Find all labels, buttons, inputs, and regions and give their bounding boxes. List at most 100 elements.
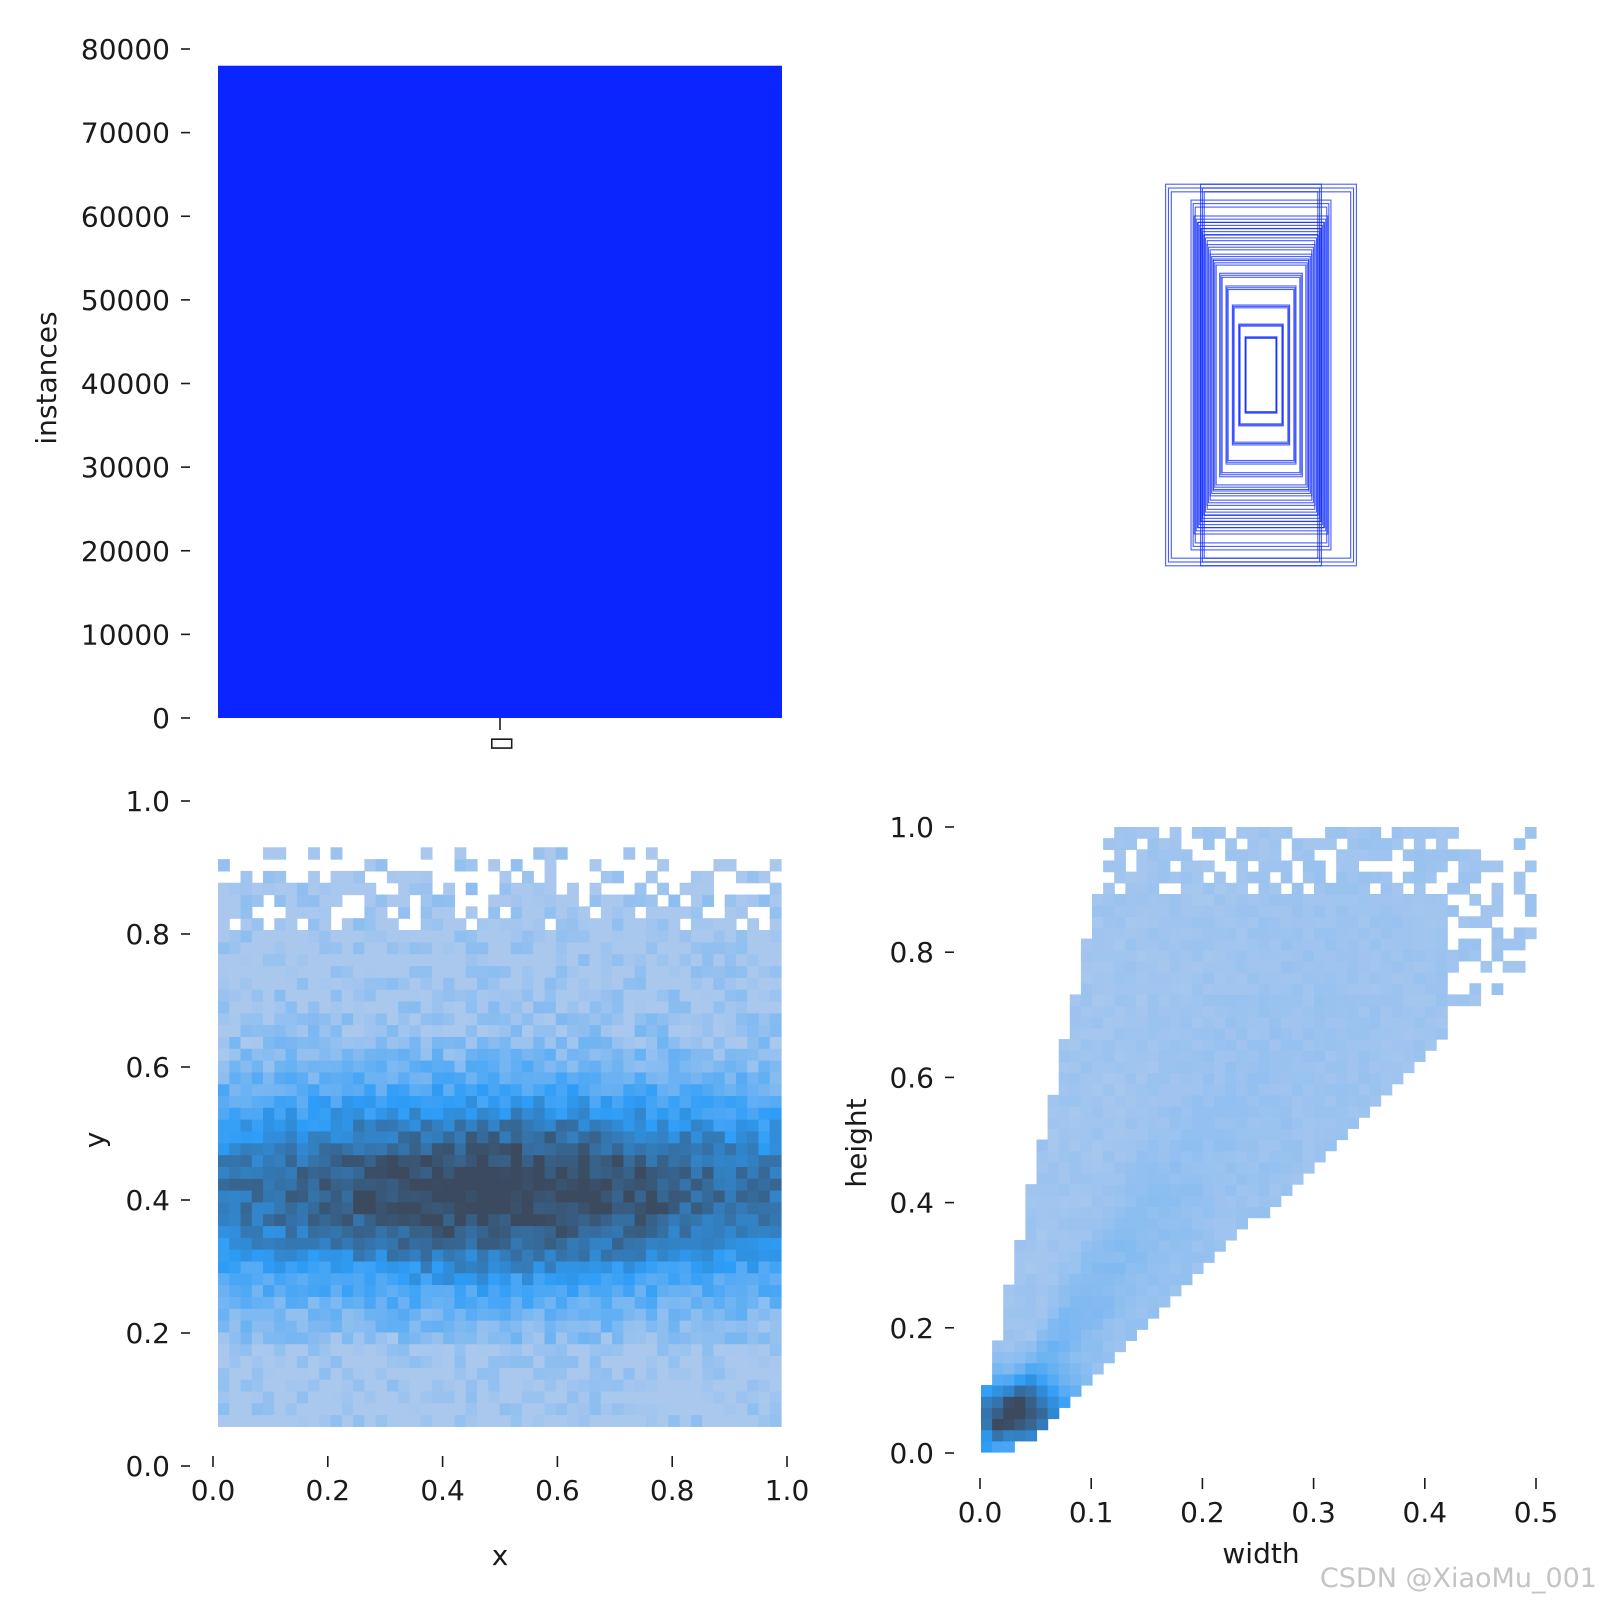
xy-heat-cell bbox=[398, 953, 411, 967]
xy-heat-cell bbox=[522, 1048, 534, 1061]
xy-heat-cell bbox=[375, 1367, 388, 1380]
xy-heat-cell bbox=[454, 989, 467, 1002]
wh-heat-cell bbox=[1103, 1251, 1115, 1263]
wh-heat-cell bbox=[1191, 983, 1204, 996]
wh-heat-cell bbox=[1014, 1284, 1026, 1297]
xy-heat-cell bbox=[510, 1024, 523, 1037]
wh-heat-cell bbox=[1103, 1083, 1115, 1096]
xy-heat-cell bbox=[645, 1308, 658, 1321]
xy-heat-cell bbox=[341, 977, 354, 990]
xy-heat-cell bbox=[330, 870, 343, 884]
wh-heat-cell bbox=[1103, 1139, 1115, 1152]
xy-heat-cell bbox=[657, 1390, 669, 1404]
xy-heat-cell bbox=[285, 1083, 298, 1097]
xy-heat-cell bbox=[263, 1119, 275, 1132]
xy-heat-cell bbox=[364, 1355, 377, 1368]
xy-heat-cell bbox=[533, 930, 546, 943]
xy-heat-cell bbox=[398, 1260, 411, 1274]
xy-heat-cell bbox=[229, 1154, 242, 1167]
wh-heat-cell bbox=[1080, 949, 1093, 962]
xy-heat-cell bbox=[724, 1107, 737, 1120]
xy-heat-cell bbox=[296, 882, 309, 896]
wh-heat-cell bbox=[1436, 1005, 1448, 1018]
xy-heat-cell bbox=[544, 1213, 557, 1227]
xy-heat-cell bbox=[296, 1178, 309, 1191]
xy-heat-cell bbox=[578, 1260, 591, 1274]
xy-heat-cell bbox=[285, 1201, 298, 1215]
xy-heat-cell bbox=[398, 1190, 411, 1203]
wh-heat-cell bbox=[1169, 1262, 1182, 1275]
xy-heat-cell bbox=[499, 1107, 512, 1120]
xy-heat-cell bbox=[465, 1071, 478, 1085]
xy-heat-cell bbox=[499, 1343, 512, 1357]
wh-heat-cell bbox=[1047, 1228, 1060, 1241]
xy-heat-cell bbox=[251, 1379, 264, 1392]
wh-heat-cell bbox=[1325, 972, 1337, 984]
wh-heat-cell bbox=[1169, 893, 1182, 906]
xy-heat-cell bbox=[702, 1154, 715, 1167]
xy-heat-cell bbox=[589, 989, 602, 1002]
xy-heat-cell bbox=[713, 1201, 726, 1215]
xy-heat-cell bbox=[218, 894, 230, 907]
xy-heat-cell bbox=[443, 1201, 456, 1215]
xy-heat-cell bbox=[296, 977, 309, 990]
wh-heat-cell bbox=[1236, 994, 1248, 1007]
wh-heat-cell bbox=[1080, 983, 1093, 996]
box-center-gap bbox=[1256, 364, 1266, 386]
wh-heat-cell bbox=[1191, 1117, 1204, 1129]
wh-heat-cell bbox=[1280, 983, 1293, 996]
xy-heat-cell bbox=[724, 1190, 737, 1203]
xy-heat-cell bbox=[612, 1237, 624, 1250]
xy-heat-cell bbox=[488, 1107, 501, 1120]
height-tick-label: 0.0 bbox=[889, 1437, 934, 1470]
wh-heat-cell bbox=[1413, 972, 1426, 984]
xy-heat-cell bbox=[454, 1154, 467, 1167]
xy-heat-cell bbox=[285, 1320, 298, 1333]
wh-heat-cell bbox=[1291, 972, 1304, 984]
wh-heat-cell bbox=[1191, 827, 1204, 839]
xy-heat-cell bbox=[341, 930, 354, 943]
wh-heat-cell bbox=[1158, 960, 1171, 973]
xy-heat-cell bbox=[476, 1154, 489, 1167]
xy-heat-cell bbox=[251, 1107, 264, 1120]
xy-heat-cell bbox=[600, 965, 613, 978]
xy-heat-cell bbox=[465, 1083, 478, 1097]
xy-heat-cell bbox=[567, 1178, 579, 1191]
wh-heat-cell bbox=[1191, 1072, 1204, 1085]
xy-heat-cell bbox=[296, 1320, 309, 1333]
xy-heat-cell bbox=[431, 1095, 444, 1108]
xy-heat-cell bbox=[341, 1036, 354, 1049]
xy-heat-cell bbox=[668, 941, 681, 955]
wh-heat-cell bbox=[1513, 938, 1526, 951]
xy-heat-cell bbox=[612, 1284, 624, 1297]
xy-heat-cell bbox=[409, 1331, 422, 1345]
xy-heat-cell bbox=[735, 989, 748, 1002]
xy-heat-cell bbox=[319, 918, 332, 931]
xy-heat-cell bbox=[499, 977, 512, 990]
wh-heat-cell bbox=[1169, 1016, 1182, 1029]
wh-heat-cell bbox=[1491, 882, 1504, 895]
xy-heat-cell bbox=[319, 941, 332, 955]
wh-heat-cell bbox=[1169, 1184, 1182, 1196]
xy-heat-cell bbox=[555, 1320, 568, 1333]
wh-heat-cell bbox=[1225, 1083, 1237, 1096]
xy-heat-cell bbox=[623, 1390, 636, 1404]
wh-heat-cell bbox=[1314, 949, 1326, 962]
wh-heat-cell bbox=[1103, 1128, 1115, 1141]
xy-heat-cell bbox=[240, 906, 253, 919]
wh-heat-cell bbox=[1047, 1106, 1060, 1118]
xy-heat-cell bbox=[645, 847, 658, 860]
xy-heat-cell bbox=[657, 1379, 669, 1392]
xy-heat-cell bbox=[443, 918, 456, 931]
xy-heat-cell bbox=[308, 1225, 320, 1238]
wh-heat-cell bbox=[1380, 893, 1393, 906]
xy-heat-cell bbox=[263, 1036, 275, 1049]
xy-heat-cell bbox=[612, 1024, 624, 1037]
wh-heat-cell bbox=[1036, 1418, 1049, 1431]
xy-heat-cell bbox=[567, 1190, 579, 1203]
xy-heat-cell bbox=[690, 1284, 703, 1297]
xy-heat-cell bbox=[567, 906, 579, 919]
xy-heat-cell bbox=[623, 1190, 636, 1203]
xy-heat-cell bbox=[296, 953, 309, 967]
xy-heat-cell bbox=[702, 1260, 715, 1274]
